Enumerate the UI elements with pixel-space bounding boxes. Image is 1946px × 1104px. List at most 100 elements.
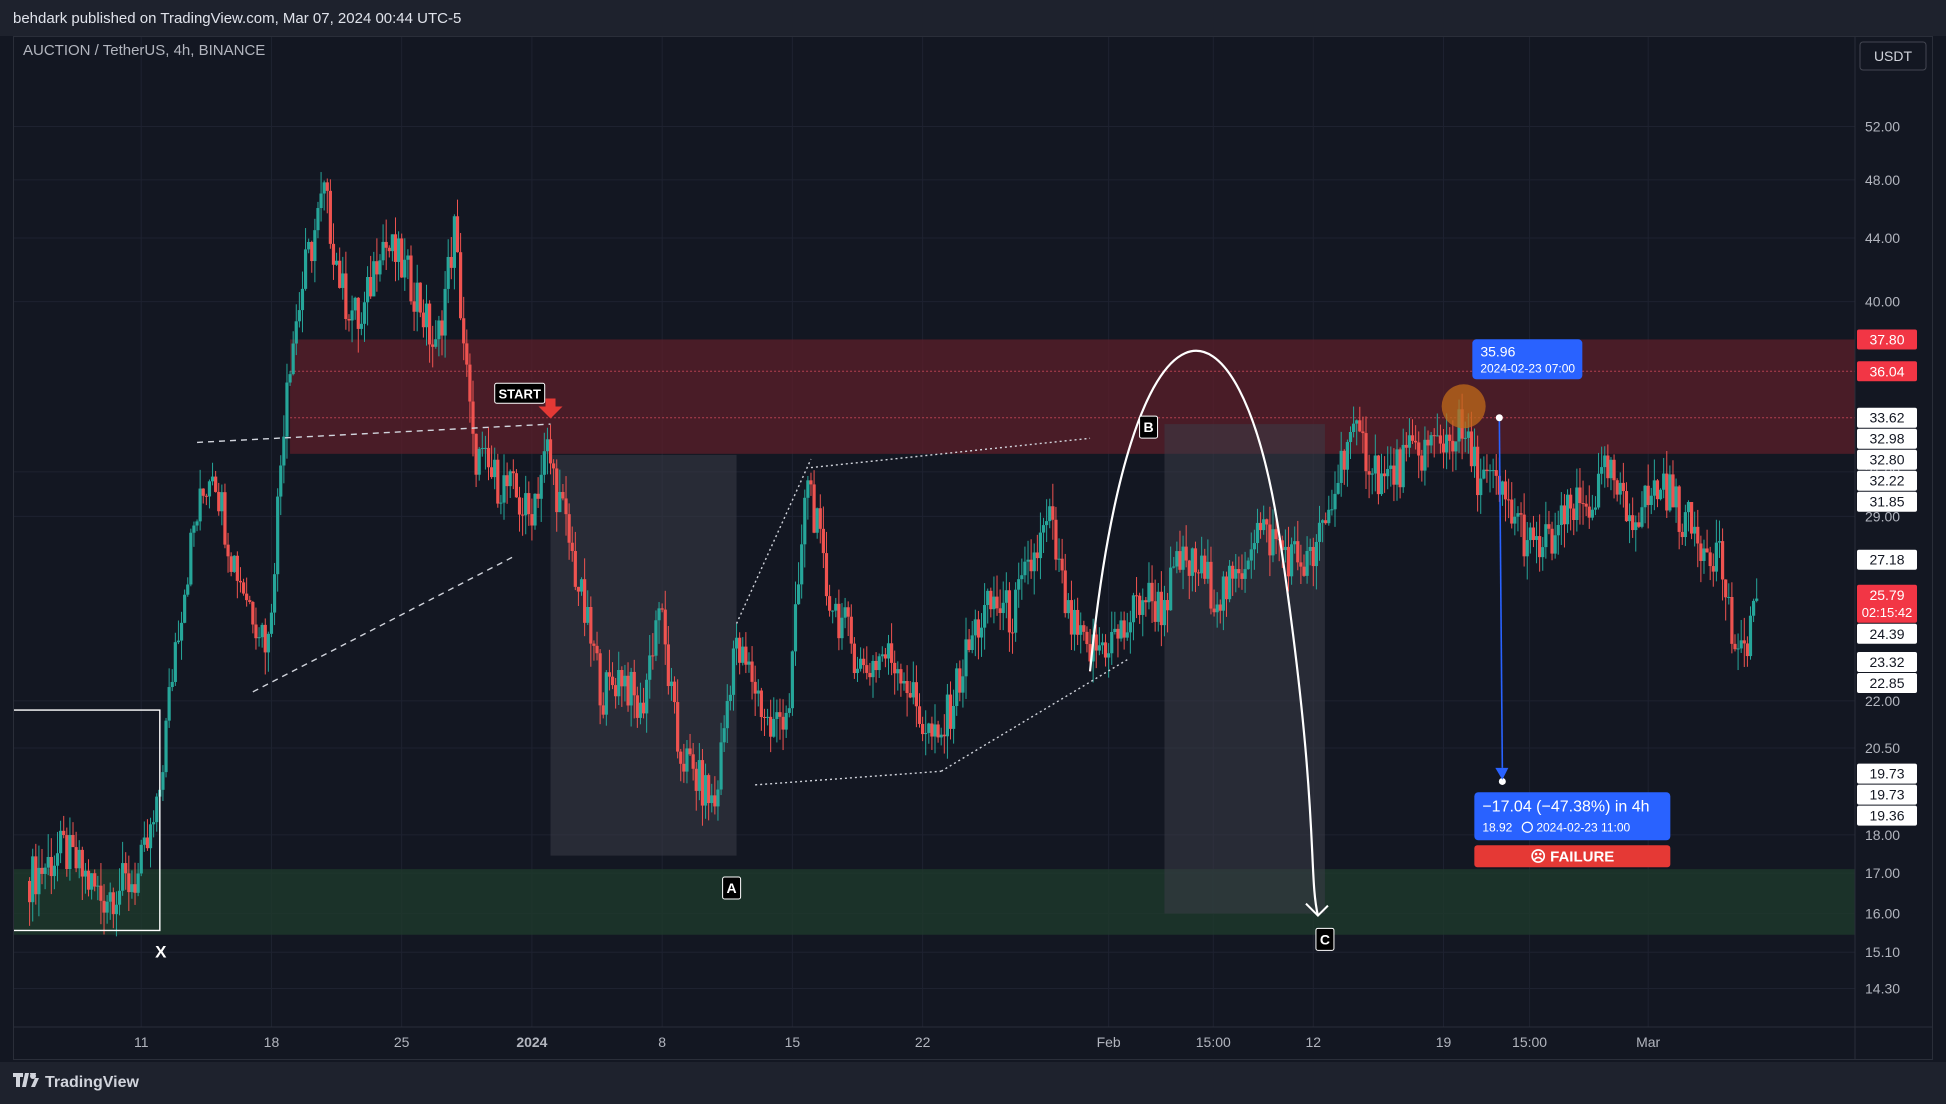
candle-body [1218,604,1222,611]
chart-area[interactable]: START A B C X 35.96 2024-02-23 07:00 −17.04 (−4… [10,36,1933,1060]
candle-body [127,873,131,893]
candle-body [651,655,655,657]
candle-body [1386,468,1390,477]
candle-body [80,849,84,877]
candle-body [1262,519,1266,531]
currency-button[interactable]: USDT [1859,41,1927,71]
candle-body [821,528,825,554]
candle-body [294,321,298,344]
candle-body [1420,455,1424,471]
tradingview-brand[interactable]: TradingView [13,1070,139,1092]
candle-body [1156,591,1160,622]
candle-body [173,642,177,682]
candle-body [973,619,977,636]
candle-body [762,717,767,719]
candle-body [1082,625,1086,632]
candle-body [1364,433,1368,472]
candle-body [1010,632,1015,634]
price-label-bg [1857,672,1917,693]
x-tick-label: Feb [1097,1034,1121,1050]
candle-body [1113,628,1117,633]
candle-body [124,863,128,874]
drawings: START A B C X 35.96 2024-02-23 07:00 −17.04 (−4… [10,339,1671,961]
dotted-line-4 [940,659,1128,772]
price-axis[interactable]: 52.0048.0044.0040.0031.0029.0022.0020.50… [1854,37,1917,1059]
wave-a-label-text: A [727,880,737,896]
candle-body [217,491,221,512]
candle-body [1720,541,1725,580]
candle-body [921,723,925,735]
candle-body [440,320,444,336]
candle-body [96,885,100,887]
price-label-bg [1857,805,1917,826]
price-label-bg [1857,491,1917,512]
candle-body [1103,642,1108,658]
candle-body [645,679,649,714]
candle-body [1637,522,1641,527]
candle-body [145,837,150,849]
candle-body [446,256,450,289]
candle-body [238,580,243,583]
price-label-value: 32.22 [1869,473,1904,489]
candle-body [1017,579,1021,590]
candle-body [1001,602,1005,614]
candle-body [691,754,695,769]
candle-body [638,702,643,718]
candle-body [1299,562,1303,567]
candle-body [610,676,615,686]
candle-body [1004,590,1008,603]
candle-body [1020,575,1024,580]
price-chart[interactable]: START A B C X 35.96 2024-02-23 07:00 −17.04 (−4… [10,37,1932,1059]
candle-body [62,830,66,836]
x-tick-label: 15:00 [1512,1034,1547,1050]
candle-body [1472,446,1477,467]
candle-body [1699,543,1703,561]
brand-label: TradingView [45,1074,139,1091]
candle-body [93,873,97,887]
candle-body [152,822,156,825]
candle-body [210,476,215,482]
candle-body [114,904,119,915]
highlight-circle [1441,384,1486,429]
candle-body [291,343,295,375]
candle-body [713,795,717,807]
candle-body [1531,527,1536,540]
candle-body [942,734,946,737]
candle-body [334,260,339,265]
candle-body [552,463,556,469]
price-label-bg [1857,329,1917,350]
price-label-bg [1857,651,1917,672]
candle-body [738,637,742,663]
candle-body [1562,505,1567,525]
candle-body [883,654,887,659]
candle-body [462,318,466,344]
candle-body [1243,569,1247,579]
candle-body [663,609,667,645]
candle-body [852,643,856,674]
candle-body [1330,509,1334,511]
candle-body [279,465,283,497]
candle-body [722,728,726,743]
candle-body [1438,435,1443,444]
measure-detail-date: 2024-02-23 11:00 [1536,820,1630,834]
candle-body [1212,608,1216,613]
candle-body [189,532,193,585]
candle-body [179,622,184,641]
candle-body [328,190,332,244]
candle-body [263,624,267,653]
candle-body [682,763,686,772]
candle-body [142,837,146,845]
candle-body [272,574,277,613]
candle-body [790,651,794,709]
candle-body [1361,431,1365,434]
candle-body [1751,600,1756,616]
wave-c-label: C [1315,927,1335,951]
failure-bg [1474,845,1671,868]
time-axis[interactable]: 11 18 25 2024 8 15 22 Feb 15:00 12 19 15:00 Mar [14,1026,1932,1050]
candle-body [744,646,748,665]
candle-body [849,616,853,644]
candle-body [725,701,729,729]
x-tick-label: 8 [658,1034,666,1050]
candle-body [1590,509,1594,518]
price-label: 33.62 [1857,407,1917,428]
